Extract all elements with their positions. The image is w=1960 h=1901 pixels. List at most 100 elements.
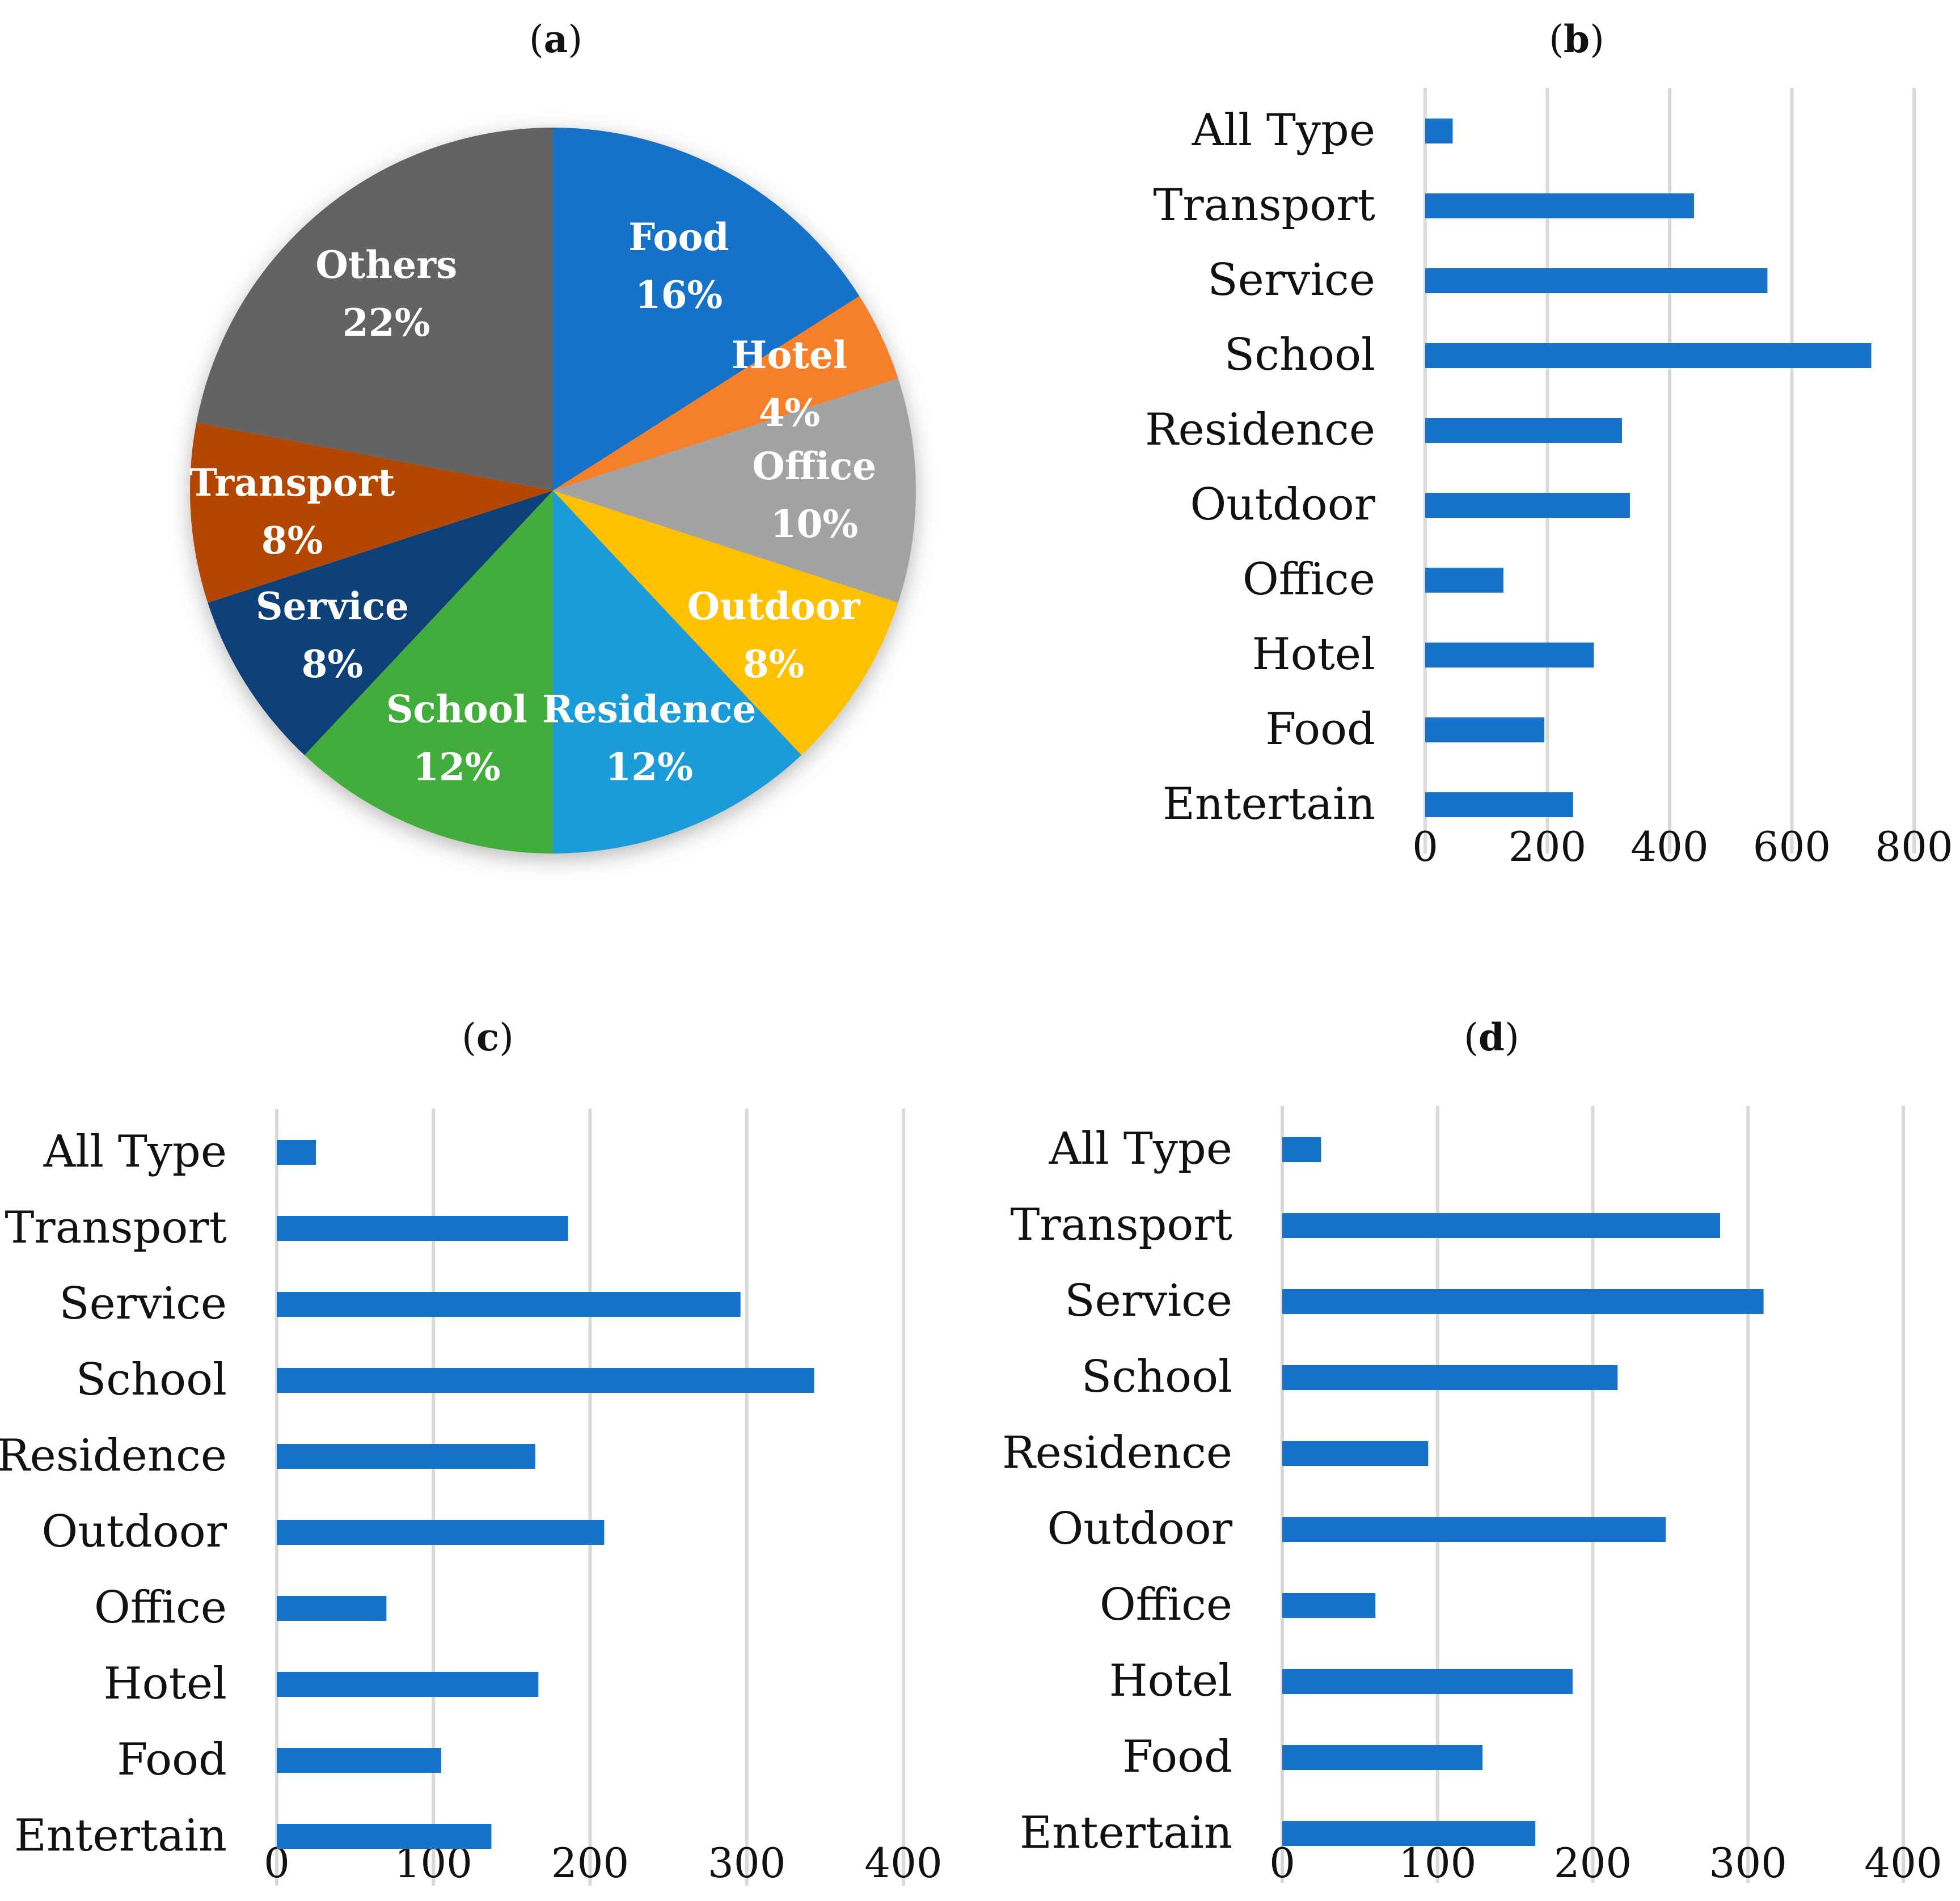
pie-label-transport: Transport (189, 461, 395, 505)
category-label-service: Service (1207, 255, 1375, 306)
pie-slice-transport (189, 423, 553, 603)
bar-all-type (1282, 1137, 1321, 1162)
bar-transport (1425, 193, 1695, 218)
x-tick-label-400: 400 (1630, 823, 1708, 871)
bar-school (1282, 1365, 1618, 1390)
bar-office (277, 1596, 387, 1621)
x-tick-label-600: 600 (1753, 823, 1831, 871)
category-label-entertain: Entertain (1163, 779, 1375, 830)
bar-service (1282, 1289, 1764, 1314)
bar-school (277, 1368, 814, 1393)
bar-outdoor (1425, 493, 1630, 518)
bar-school (1425, 343, 1872, 368)
x-tick-label-800: 800 (1875, 823, 1953, 871)
pie-label-others: Others (315, 243, 457, 287)
pie-chart-a: Food16%Hotel4%Office10%Outdoor8%Residenc… (189, 128, 916, 854)
panel-b-title: (b) (1549, 17, 1604, 61)
pie-slice-others (196, 128, 553, 491)
pie-label-outdoor: Outdoor (687, 584, 861, 628)
bar-hotel (277, 1672, 539, 1697)
pie-value-residence: 12% (605, 745, 693, 789)
x-tick-label-0: 0 (1412, 823, 1438, 871)
panel-c-title: (c) (462, 1015, 514, 1059)
category-label-hotel: Hotel (1252, 629, 1375, 680)
bar-service (277, 1292, 741, 1317)
bar-hotel (1282, 1669, 1573, 1694)
pie-slice-school (304, 491, 553, 854)
pie-value-outdoor: 8% (743, 642, 805, 686)
category-label-school: School (1224, 329, 1375, 381)
panel-a-letter: a (543, 17, 568, 61)
category-label-transport: Transport (5, 1202, 227, 1253)
x-tick-label-300: 300 (708, 1839, 785, 1887)
bar-outdoor (1282, 1517, 1666, 1542)
category-label-transport: Transport (1153, 180, 1375, 231)
bar-residence (1282, 1441, 1429, 1466)
pie-label-office: Office (752, 444, 876, 488)
pie-slice-service (208, 491, 553, 755)
category-label-school: School (1082, 1351, 1232, 1402)
panel-d-title: (d) (1464, 1015, 1519, 1059)
pie-label-food: Food (628, 215, 729, 259)
bar-entertain (277, 1824, 492, 1849)
bar-outdoor (277, 1520, 605, 1545)
category-label-residence: Residence (1145, 404, 1375, 455)
bar-all-type (1425, 119, 1453, 143)
pie-slice-outdoor (553, 491, 898, 755)
bar-residence (1425, 418, 1622, 443)
pie-label-residence: Residence (542, 687, 756, 731)
category-label-all-type: All Type (1049, 1123, 1232, 1175)
x-tick-label-300: 300 (1709, 1839, 1787, 1887)
category-label-service: Service (59, 1278, 227, 1329)
category-label-transport: Transport (1010, 1199, 1232, 1251)
bar-food (277, 1748, 442, 1773)
bar-service (1425, 268, 1768, 293)
x-tick-label-200: 200 (1554, 1839, 1632, 1887)
bar-food (1282, 1745, 1483, 1770)
x-tick-label-0: 0 (1269, 1839, 1295, 1887)
panel-a-title: (a) (529, 17, 583, 61)
category-label-outdoor: Outdoor (41, 1506, 227, 1557)
category-label-all-type: All Type (43, 1126, 227, 1177)
pie-value-service: 8% (302, 642, 364, 686)
category-label-service: Service (1065, 1275, 1232, 1327)
pie-slice-office (553, 378, 916, 603)
category-label-food: Food (1122, 1731, 1232, 1782)
pie-value-hotel: 4% (759, 391, 821, 435)
pie-slice-food (553, 128, 860, 491)
panel-d-letter: d (1478, 1015, 1505, 1059)
bar-office (1282, 1593, 1376, 1618)
category-label-school: School (76, 1354, 227, 1405)
category-label-residence: Residence (0, 1430, 227, 1481)
category-label-outdoor: Outdoor (1047, 1503, 1232, 1554)
pie-slices (189, 128, 916, 854)
category-label-hotel: Hotel (1109, 1655, 1232, 1706)
pie-value-food: 16% (635, 273, 723, 317)
bar-entertain (1425, 792, 1573, 817)
bar-office (1425, 568, 1503, 593)
category-label-entertain: Entertain (14, 1810, 227, 1861)
category-label-entertain: Entertain (1020, 1807, 1232, 1858)
category-label-office: Office (94, 1582, 227, 1633)
bar-transport (1282, 1213, 1720, 1238)
category-label-food: Food (1265, 704, 1375, 755)
category-label-office: Office (1100, 1579, 1232, 1630)
pie-label-hotel: Hotel (732, 333, 847, 377)
category-label-hotel: Hotel (104, 1658, 227, 1709)
pie-value-office: 10% (771, 502, 859, 546)
category-label-all-type: All Type (1192, 105, 1375, 156)
pie-label-school: School (386, 687, 527, 731)
x-tick-label-400: 400 (864, 1839, 942, 1887)
bar-food (1425, 717, 1545, 742)
pie-value-others: 22% (343, 301, 430, 345)
bar-transport (277, 1216, 568, 1241)
category-label-outdoor: Outdoor (1190, 479, 1375, 530)
bar-residence (277, 1444, 535, 1469)
x-tick-label-200: 200 (1509, 823, 1586, 871)
bar-entertain (1282, 1821, 1536, 1846)
bar-chart-b: 0 200 400 600 800 All Type Transport Service Sch… (1145, 88, 1953, 871)
panel-c-letter: c (476, 1015, 500, 1059)
category-label-office: Office (1243, 554, 1375, 605)
category-label-food: Food (117, 1734, 227, 1785)
